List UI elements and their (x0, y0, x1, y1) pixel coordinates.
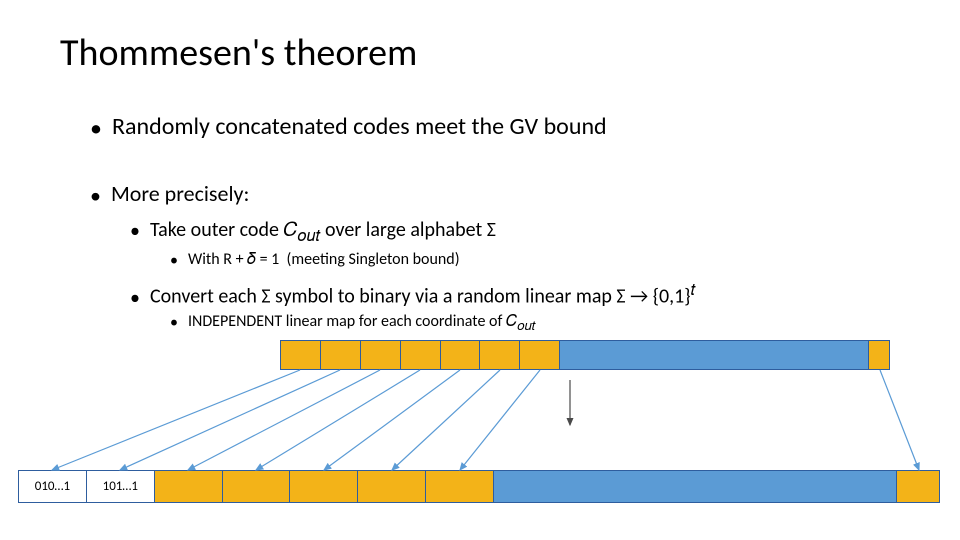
bullet-3: •Take outer code 𝐶𝑜𝑢𝑡 over large alphabe… (130, 218, 496, 246)
outer-code-row (280, 340, 890, 370)
binary-cell (494, 471, 897, 502)
outer-cell (480, 341, 520, 369)
map-arrow (120, 370, 340, 470)
outer-cell (560, 341, 869, 369)
binary-cell (358, 471, 426, 502)
bullet-2: •More precisely: (90, 180, 249, 209)
map-arrow (880, 370, 919, 470)
bullet-6: •INDEPENDENT linear map for each coordin… (170, 312, 536, 334)
map-arrow (256, 370, 420, 470)
outer-cell (361, 341, 401, 369)
bullet-4: •With R + 𝛿 = 1 (meeting Singleton bound… (170, 250, 460, 270)
arrows-layer (0, 0, 960, 540)
map-arrow (188, 370, 380, 470)
map-arrow (392, 370, 500, 470)
slide-title: Thommesen's theorem (60, 30, 417, 76)
bullet-5: •Convert each Σ symbol to binary via a r… (130, 280, 696, 310)
binary-cell (426, 471, 494, 502)
binary-cell-label: 010…1 (35, 479, 70, 494)
binary-cell: 010…1 (19, 471, 87, 502)
map-arrow (52, 370, 300, 470)
binary-cell: 101…1 (87, 471, 155, 502)
binary-code-row: 010…1 101…1 (18, 470, 940, 503)
outer-cell (321, 341, 361, 369)
binary-cell-label: 101…1 (103, 479, 138, 494)
map-arrow (460, 370, 540, 470)
bullet-1: •Randomly concatenated codes meet the GV… (90, 112, 607, 143)
outer-cell (281, 341, 321, 369)
outer-cell (441, 341, 481, 369)
binary-cell (290, 471, 358, 502)
slide: Thommesen's theorem •Randomly concatenat… (0, 0, 960, 540)
binary-cell (223, 471, 291, 502)
map-arrow (324, 370, 460, 470)
outer-cell (520, 341, 560, 369)
binary-cell (897, 471, 939, 502)
binary-cell (155, 471, 223, 502)
outer-cell (401, 341, 441, 369)
outer-cell (869, 341, 889, 369)
